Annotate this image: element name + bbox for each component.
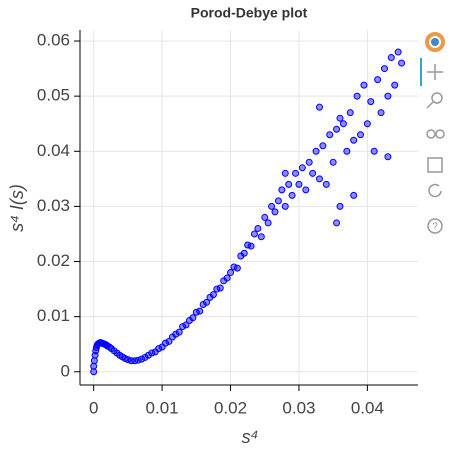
point [353,92,361,100]
point [155,345,163,353]
x-tick-label: 0 [89,398,98,417]
active-indicator [420,58,422,86]
point [357,131,365,139]
point [264,219,272,227]
point [281,169,289,177]
point [254,224,262,232]
bokeh-logo [425,32,445,52]
point [196,307,204,315]
point [292,169,300,177]
point [315,103,323,111]
y-tick-label: 0.03 [37,196,70,215]
point [285,180,293,188]
save-tool[interactable] [427,157,443,173]
point [281,202,289,210]
point [278,186,286,194]
point [240,249,248,257]
point [274,197,282,205]
y-tick-label: 0 [61,361,70,380]
point [391,81,399,89]
point [343,147,351,155]
x-tick-label: 0.01 [146,398,179,417]
point [398,59,406,67]
bokeh-logo-center [431,38,439,46]
point [209,291,217,299]
y-tick-label: 0.06 [37,31,70,50]
point [333,125,341,133]
point [227,269,235,277]
point [138,355,146,363]
point [339,120,347,128]
point [370,147,378,155]
point [162,339,170,347]
point [233,264,241,272]
point [350,191,358,199]
point [216,284,224,292]
point [319,142,327,150]
point [223,274,231,282]
point [203,298,211,306]
point [377,109,385,117]
point [250,230,258,238]
x-tick-label: 0.02 [214,398,247,417]
point [384,153,392,161]
point [302,186,310,194]
svg-text:?: ? [432,222,438,233]
point [312,147,320,155]
y-tick-label: 0.02 [37,251,70,270]
point [309,169,317,177]
point [350,136,358,144]
point [387,54,395,62]
point [172,330,180,338]
zoom-tool[interactable] [426,92,443,109]
reset-tool[interactable] [428,183,442,198]
pan-tool[interactable] [427,64,443,80]
x-axis-label: s⁴ [242,427,259,447]
point [322,180,330,188]
chart-title: Porod-Debye plot [191,5,308,21]
point [288,191,296,199]
y-axis-label: s⁴ I(s) [7,184,27,232]
point [268,202,276,210]
point [261,213,269,221]
point [271,208,279,216]
point [394,48,402,56]
y-tick-label: 0.05 [37,86,70,105]
x-tick-label: 0.03 [282,398,315,417]
point [360,81,368,89]
point [298,164,306,172]
point [144,351,152,359]
point [374,76,382,84]
point [257,233,265,241]
toolbar: ? [420,32,445,234]
point [326,131,334,139]
point [333,219,341,227]
x-tick-label: 0.04 [351,398,384,417]
y-tick-label: 0.01 [37,306,70,325]
point [363,120,371,128]
point [367,98,375,106]
point [329,158,337,166]
point [336,114,344,122]
point [295,180,303,188]
point [336,202,344,210]
point [384,92,392,100]
point [179,323,187,331]
point [305,158,313,166]
point [380,65,388,73]
point [175,328,183,336]
point [247,242,255,250]
point [189,314,197,322]
y-tick-label: 0.04 [37,141,70,160]
point [199,301,207,309]
point [315,175,323,183]
help-tool[interactable]: ? [427,218,443,234]
wheel-zoom-tool[interactable] [426,129,445,139]
point [346,109,354,117]
point [141,353,149,361]
